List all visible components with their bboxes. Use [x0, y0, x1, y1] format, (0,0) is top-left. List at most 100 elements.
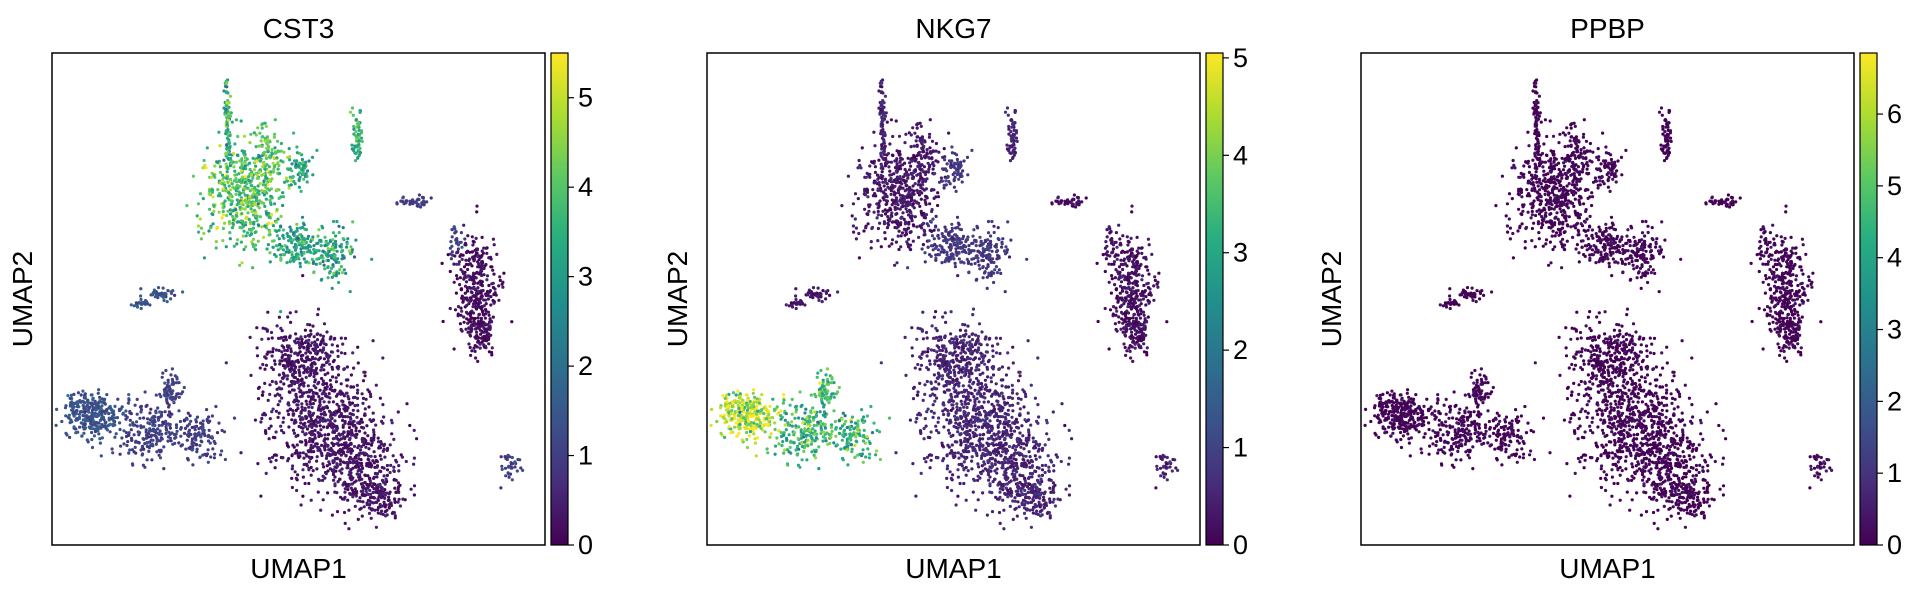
point	[1024, 443, 1029, 447]
point	[336, 349, 340, 353]
point	[339, 459, 343, 463]
point	[245, 182, 249, 186]
point	[273, 359, 277, 363]
point	[90, 412, 94, 416]
point	[362, 486, 366, 490]
point	[479, 291, 483, 295]
point	[322, 363, 326, 367]
point	[958, 432, 962, 436]
point	[305, 464, 309, 468]
point	[346, 450, 350, 454]
point	[946, 409, 950, 413]
point	[915, 416, 919, 421]
point	[354, 137, 358, 141]
point	[353, 395, 357, 399]
point	[293, 182, 297, 186]
point	[316, 490, 320, 494]
point	[87, 416, 91, 420]
point	[285, 443, 290, 448]
point	[475, 330, 479, 334]
point	[488, 327, 492, 331]
point	[281, 420, 285, 424]
point	[230, 226, 235, 230]
point	[991, 480, 995, 484]
point	[945, 476, 949, 480]
point	[341, 460, 345, 464]
point	[999, 454, 1003, 458]
point	[278, 399, 282, 403]
point	[301, 494, 305, 498]
point	[970, 442, 974, 446]
point	[335, 510, 340, 514]
point	[968, 357, 973, 361]
point	[381, 356, 385, 360]
point	[993, 477, 997, 481]
point	[304, 172, 308, 176]
point	[356, 388, 360, 392]
point	[275, 208, 279, 212]
point	[278, 242, 282, 247]
point	[326, 276, 330, 280]
point	[314, 372, 318, 376]
point	[1001, 450, 1005, 454]
point	[336, 409, 340, 413]
point	[981, 418, 985, 422]
point	[344, 271, 348, 275]
point	[322, 322, 327, 326]
point	[962, 460, 966, 464]
point	[494, 293, 498, 297]
point	[309, 443, 313, 447]
point	[196, 202, 200, 206]
point	[989, 376, 993, 380]
point	[118, 452, 122, 456]
point	[1036, 403, 1040, 407]
point	[218, 165, 222, 169]
point	[127, 393, 131, 397]
point	[385, 463, 389, 468]
point	[1019, 397, 1023, 401]
point	[1011, 361, 1015, 365]
point	[381, 403, 385, 407]
point	[246, 175, 251, 179]
point	[264, 164, 268, 168]
point	[337, 443, 341, 447]
point	[367, 390, 371, 394]
point	[240, 149, 244, 153]
point	[343, 419, 347, 424]
point	[970, 459, 974, 463]
point	[293, 398, 297, 402]
point	[521, 468, 525, 472]
point	[277, 188, 281, 192]
point	[349, 385, 353, 389]
point	[255, 326, 259, 330]
point	[249, 207, 253, 211]
point	[205, 146, 209, 150]
point	[153, 415, 157, 419]
point	[973, 388, 977, 392]
point	[135, 412, 139, 416]
point	[148, 444, 153, 448]
point	[237, 190, 241, 194]
point	[928, 359, 932, 363]
point	[255, 188, 259, 192]
point	[322, 439, 326, 443]
point	[351, 476, 355, 480]
point	[150, 458, 154, 462]
point	[144, 404, 148, 408]
point	[277, 196, 281, 200]
point	[286, 374, 290, 378]
point	[270, 379, 274, 384]
point	[390, 511, 394, 515]
point	[500, 467, 504, 471]
point	[72, 425, 76, 429]
point	[252, 220, 256, 224]
point	[248, 195, 252, 199]
point	[879, 361, 883, 365]
point	[1001, 498, 1005, 502]
point	[160, 423, 164, 427]
point	[319, 368, 323, 372]
point	[1004, 373, 1009, 377]
point	[990, 457, 994, 461]
point	[113, 416, 117, 420]
point	[463, 273, 467, 277]
